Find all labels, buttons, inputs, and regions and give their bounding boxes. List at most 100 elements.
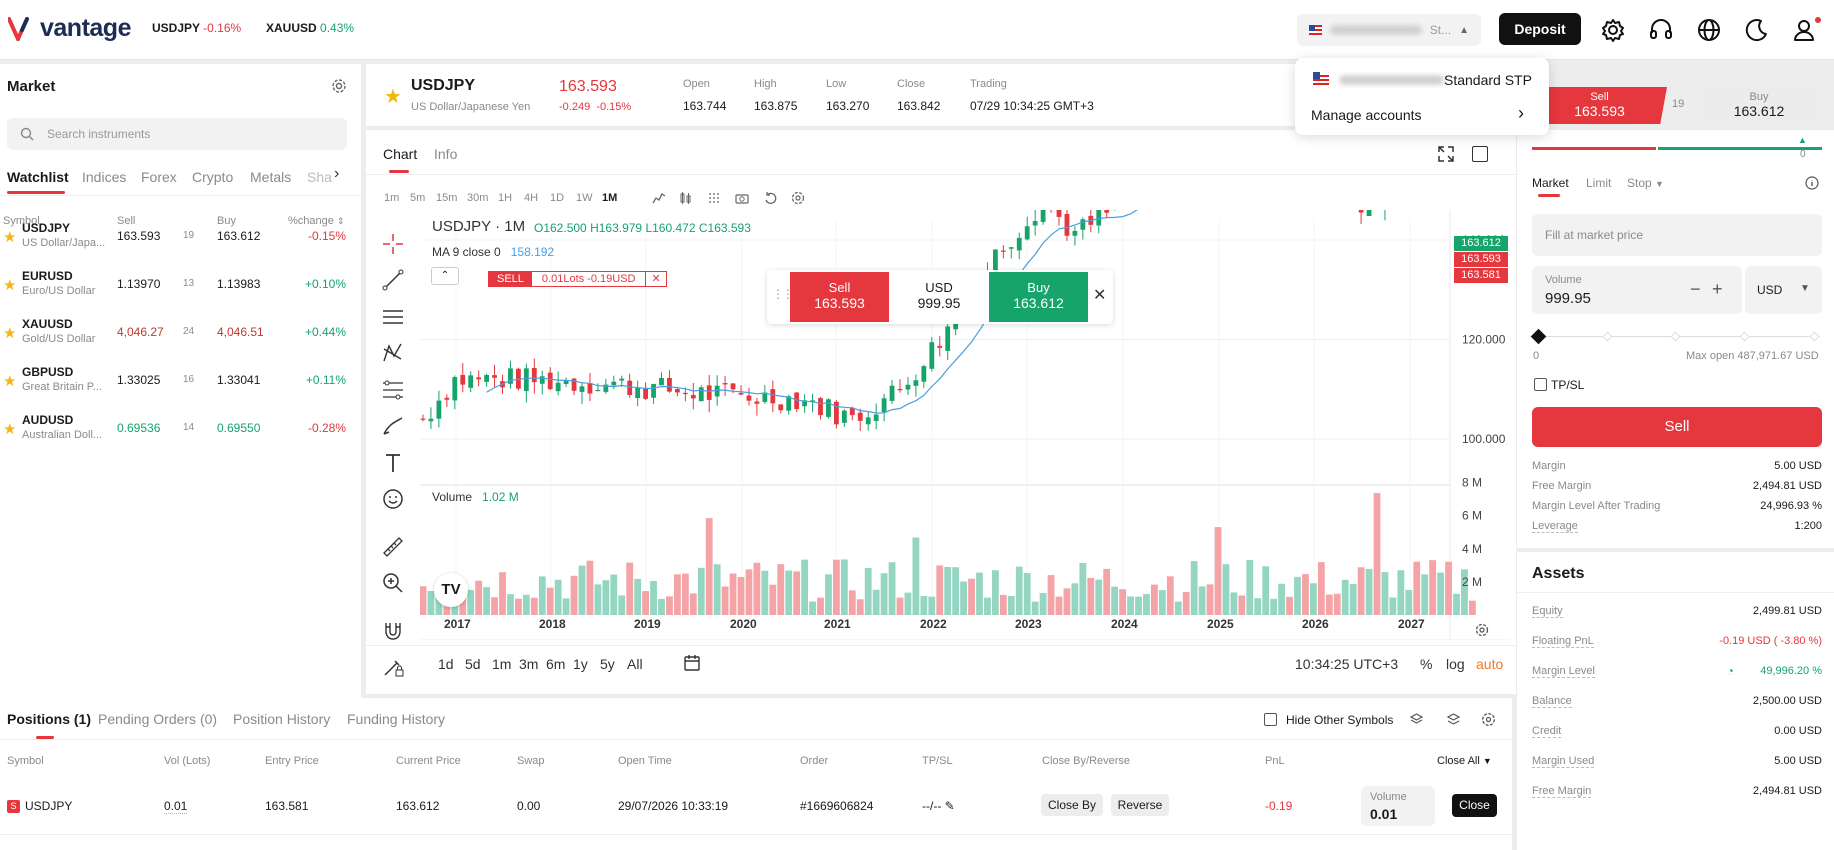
tpsl-checkbox[interactable] xyxy=(1534,378,1547,391)
text-icon[interactable] xyxy=(381,451,405,475)
emoji-icon[interactable] xyxy=(381,487,405,511)
dark-mode-moon-icon[interactable] xyxy=(1744,17,1770,43)
timeframe-1m[interactable]: 1m xyxy=(384,192,400,204)
tab-chart[interactable]: Chart xyxy=(383,146,418,162)
indicators-icon[interactable] xyxy=(707,191,721,205)
user-profile-icon[interactable] xyxy=(1791,17,1817,43)
expand-icon[interactable] xyxy=(1437,145,1455,163)
layers-icon[interactable] xyxy=(1409,712,1424,727)
fib-icon[interactable] xyxy=(381,378,405,402)
lock-drawings-icon[interactable] xyxy=(381,655,405,679)
collapse-legend-icon[interactable]: ⌃ xyxy=(431,267,459,285)
zoom-in-icon[interactable] xyxy=(381,571,405,595)
range-1m[interactable]: 1m xyxy=(492,656,512,672)
deposit-button[interactable]: Deposit xyxy=(1499,13,1581,45)
settings-gear-icon[interactable] xyxy=(1600,17,1626,43)
close-volume-input[interactable]: Volume 0.01 xyxy=(1361,786,1435,826)
range-6m[interactable]: 6m xyxy=(546,656,566,672)
positions-tab[interactable]: Funding History xyxy=(347,711,446,727)
manage-accounts-link[interactable]: Manage accounts › xyxy=(1295,100,1549,130)
position-row[interactable]: S USDJPY 0.01 163.581 163.612 0.00 29/07… xyxy=(0,785,1512,827)
pattern-icon[interactable] xyxy=(381,341,405,365)
close-icon[interactable]: ✕ xyxy=(1093,287,1107,304)
drag-handle-icon[interactable]: ⋮⋮ xyxy=(772,287,794,301)
watchlist-row[interactable]: ★ AUDUSD Australian Doll... 0.69536 14 0.6955… xyxy=(0,403,360,451)
close-position-button[interactable]: Close xyxy=(1452,794,1497,817)
range-1y[interactable]: 1y xyxy=(573,656,588,672)
reverse-button[interactable]: Reverse xyxy=(1111,794,1169,816)
order-tab-stop[interactable]: Stop ▼ xyxy=(1627,176,1664,190)
magnet-icon[interactable] xyxy=(381,619,405,643)
quick-buy-button[interactable]: Buy 163.612 xyxy=(989,272,1088,322)
currency-select[interactable]: USD ▼ xyxy=(1745,266,1822,314)
volume-input[interactable]: Volume 999.95 − + xyxy=(1532,266,1742,314)
favorite-star-icon[interactable]: ★ xyxy=(3,325,17,342)
market-settings-icon[interactable] xyxy=(331,78,347,94)
order-buy-button[interactable]: Buy 163.612 xyxy=(1696,87,1822,124)
favorite-star-icon[interactable]: ★ xyxy=(3,277,17,294)
crosshair-icon[interactable] xyxy=(381,232,405,256)
undo-icon[interactable] xyxy=(763,191,777,205)
log-toggle[interactable]: log xyxy=(1446,656,1465,672)
tab-indices[interactable]: Indices xyxy=(82,169,127,185)
brush-icon[interactable] xyxy=(381,414,405,438)
ticker-xauusd[interactable]: XAUUSD 0.43% xyxy=(266,21,354,35)
ma-legend[interactable]: MA 9 close 0 158.192 xyxy=(432,245,554,259)
globe-language-icon[interactable] xyxy=(1696,17,1722,43)
timeframe-1d[interactable]: 1D xyxy=(550,192,565,204)
watchlist-row[interactable]: ★ EURUSD Euro/US Dollar 1.13970 13 1.13983 +0.… xyxy=(0,259,360,307)
price-mode-field[interactable]: Fill at market price xyxy=(1532,214,1822,256)
camera-icon[interactable] xyxy=(735,191,749,205)
tab-shares[interactable]: Sha xyxy=(307,169,332,185)
close-by-button[interactable]: Close By xyxy=(1041,794,1103,816)
favorite-star-icon[interactable]: ★ xyxy=(3,229,17,246)
timeframe-1w[interactable]: 1W xyxy=(576,192,593,204)
edit-pencil-icon[interactable]: ✎ xyxy=(944,799,955,813)
quick-sell-button[interactable]: Sell 163.593 xyxy=(790,272,889,322)
trend-line-icon[interactable] xyxy=(381,268,405,292)
layout-toggle-icon[interactable] xyxy=(1472,146,1488,162)
horizontal-lines-icon[interactable] xyxy=(381,305,405,329)
timeframe-30m[interactable]: 30m xyxy=(467,192,489,204)
favorite-star-icon[interactable]: ★ xyxy=(384,86,402,108)
quick-volume-field[interactable]: USD 999.95 xyxy=(889,272,989,322)
range-all[interactable]: All xyxy=(627,656,643,672)
row-tpsl[interactable]: --/-- ✎ xyxy=(922,799,955,813)
tab-info[interactable]: Info xyxy=(434,146,458,162)
positions-tab[interactable]: Pending Orders (0) xyxy=(98,711,218,727)
submit-sell-button[interactable]: Sell xyxy=(1532,407,1822,447)
positions-tab[interactable]: Position History xyxy=(233,711,331,727)
goto-date-icon[interactable] xyxy=(683,654,701,672)
range-5d[interactable]: 5d xyxy=(465,656,481,672)
order-tab-limit[interactable]: Limit xyxy=(1586,176,1612,190)
range-5y[interactable]: 5y xyxy=(600,656,615,672)
timeframe-1m[interactable]: 1M xyxy=(602,192,618,204)
close-all-dropdown[interactable]: Close All ▼ xyxy=(1437,755,1492,767)
positions-tab[interactable]: Positions (1) xyxy=(7,711,92,727)
watchlist-row[interactable]: ★ XAUUSD Gold/US Dollar 4,046.27 24 4,046.51 +… xyxy=(0,307,360,355)
auto-toggle[interactable]: auto xyxy=(1476,656,1504,672)
tab-crypto[interactable]: Crypto xyxy=(192,169,234,185)
chart-type-icon[interactable] xyxy=(652,191,666,205)
order-sell-button[interactable]: Sell 163.593 xyxy=(1532,87,1667,124)
range-1d[interactable]: 1d xyxy=(438,656,454,672)
vantage-logo[interactable]: vantage xyxy=(8,14,131,43)
position-close-icon[interactable]: ✕ xyxy=(645,272,665,286)
ruler-icon[interactable] xyxy=(381,535,405,559)
position-line-label[interactable]: SELL 0.01Lots -0.19USD ✕ xyxy=(488,271,667,287)
info-icon[interactable] xyxy=(1805,176,1819,190)
range-3m[interactable]: 3m xyxy=(519,656,539,672)
col-change[interactable]: %change ⇕ xyxy=(288,215,344,227)
favorite-star-icon[interactable]: ★ xyxy=(3,421,17,438)
favorite-star-icon[interactable]: ★ xyxy=(3,373,17,390)
tab-forex[interactable]: Forex xyxy=(141,169,177,185)
watchlist-row[interactable]: ★ GBPUSD Great Britain P... 1.33025 16 1.3304… xyxy=(0,355,360,403)
tradingview-logo-icon[interactable]: TV xyxy=(434,573,468,607)
decrement-icon[interactable]: − xyxy=(1690,279,1701,299)
search-input[interactable]: Search instruments xyxy=(7,118,347,150)
headset-support-icon[interactable] xyxy=(1648,17,1674,43)
candles-icon[interactable] xyxy=(679,191,693,205)
timeframe-15m[interactable]: 15m xyxy=(436,192,458,204)
order-tab-market[interactable]: Market xyxy=(1532,176,1569,190)
positions-settings-icon[interactable] xyxy=(1481,712,1496,727)
